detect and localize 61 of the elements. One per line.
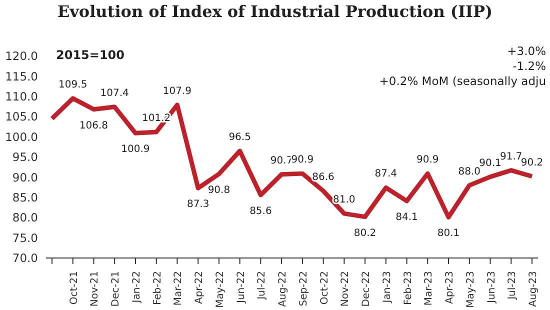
- data-label: 106.8: [79, 120, 108, 132]
- data-label: 90.9: [291, 154, 314, 166]
- data-label: 85.6: [250, 206, 272, 217]
- x-tick-label: Jul-23: [507, 271, 518, 300]
- x-tick-label: May-22: [214, 271, 226, 308]
- annotation: +3.0%: [506, 44, 546, 59]
- data-label: 90.2: [520, 157, 544, 168]
- data-label: 86.6: [312, 172, 334, 183]
- data-label: 96.5: [228, 132, 251, 143]
- data-label: 87.4: [374, 168, 398, 180]
- y-tick-label: 90.0: [12, 170, 38, 184]
- x-tick-label: Feb-22: [152, 271, 164, 306]
- x-tick-label: May-23: [465, 271, 476, 308]
- y-tick-label: 70.0: [12, 251, 38, 266]
- y-tick-label: 75.0: [12, 230, 38, 245]
- y-tick-label: 80.0: [12, 210, 38, 225]
- x-tick-label: Mar-23: [424, 271, 435, 306]
- annotation: +0.2% MoM (seasonally adju: [379, 74, 546, 89]
- y-tick-label: 100.0: [5, 130, 38, 144]
- y-tick-label: 120.0: [5, 49, 38, 64]
- y-tick-label: 105.0: [5, 110, 38, 124]
- x-tick-label: Dec-21: [110, 271, 122, 307]
- x-tick-label: Apr-22: [194, 271, 206, 304]
- data-label: 91.7: [500, 151, 522, 162]
- data-label: 90.8: [208, 184, 230, 196]
- data-label: 107.4: [100, 88, 129, 99]
- x-tick-label: Aug-23: [528, 271, 539, 307]
- data-label: 80.1: [437, 228, 460, 240]
- data-label: 87.3: [186, 199, 210, 210]
- chart-subtitle: 2015=100: [56, 48, 125, 62]
- data-label: 88.0: [458, 166, 481, 178]
- data-label: 107.9: [162, 86, 192, 97]
- data-label: 90.9: [416, 154, 439, 166]
- x-tick-label: Nov-21: [90, 271, 101, 307]
- x-tick-label: Jan-23: [382, 271, 393, 304]
- y-tick-label: 95.0: [12, 150, 38, 164]
- annotation: -1.2%: [512, 59, 546, 74]
- x-tick-label: Dec-22: [361, 271, 372, 307]
- data-label: 90.7: [270, 155, 293, 166]
- x-tick-label: Sep-22: [298, 271, 310, 306]
- data-label: 100.9: [121, 144, 150, 156]
- y-tick-label: 115.0: [5, 69, 38, 84]
- x-tick-label: Mar-22: [173, 271, 184, 306]
- y-tick-label: 85.0: [12, 190, 38, 204]
- x-tick-label: Jun-23: [486, 271, 498, 304]
- data-label: 109.5: [58, 79, 88, 90]
- data-label: 84.1: [396, 212, 418, 224]
- data-label: 81.0: [333, 194, 356, 206]
- x-tick-label: Jan-22: [131, 271, 142, 304]
- x-tick-label: Feb-23: [402, 271, 414, 306]
- y-tick-label: 110.0: [5, 89, 38, 104]
- x-tick-label: Oct-21: [68, 271, 80, 305]
- x-tick-label: Apr-23: [444, 271, 456, 304]
- data-label: 90.1: [479, 158, 502, 169]
- data-label: 80.2: [354, 228, 376, 239]
- chart-title: Evolution of Index of Industrial Production (IIP): [56, 2, 494, 21]
- x-tick-label: Jun-22: [236, 271, 247, 304]
- x-tick-label: Aug-22: [278, 271, 289, 307]
- x-tick-label: Oct-22: [319, 271, 330, 305]
- x-tick-label: Nov-22: [340, 271, 352, 307]
- x-tick-label: Jul-22: [256, 271, 268, 300]
